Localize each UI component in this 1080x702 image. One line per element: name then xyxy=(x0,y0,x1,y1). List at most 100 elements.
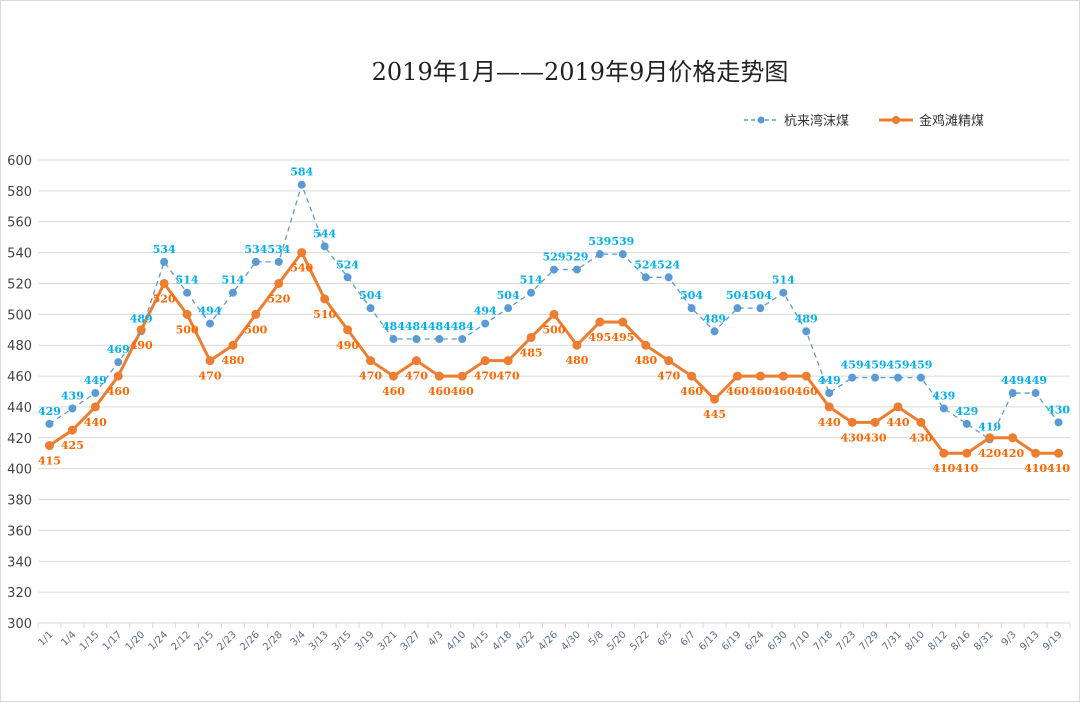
data-label: 504 xyxy=(680,289,703,302)
data-point xyxy=(458,335,467,344)
data-point xyxy=(572,265,581,274)
data-label: 460 xyxy=(382,385,405,398)
data-label: 440 xyxy=(818,416,841,429)
data-point xyxy=(160,257,169,266)
data-label: 415 xyxy=(38,455,61,468)
data-label: 485 xyxy=(520,346,543,359)
data-label: 539 xyxy=(611,235,634,248)
data-point xyxy=(801,371,811,381)
data-label: 460 xyxy=(451,385,474,398)
data-label: 460 xyxy=(749,385,772,398)
data-label: 540 xyxy=(290,262,313,275)
data-point xyxy=(916,373,925,382)
data-label: 504 xyxy=(726,289,749,302)
data-label: 514 xyxy=(520,274,543,287)
data-label: 420 xyxy=(1001,447,1024,460)
data-label: 460 xyxy=(726,385,749,398)
data-label: 410 xyxy=(932,462,955,475)
data-point xyxy=(595,250,604,259)
data-point xyxy=(916,417,926,427)
data-point xyxy=(710,394,720,404)
data-label: 510 xyxy=(313,308,336,321)
data-label: 430 xyxy=(841,431,864,444)
data-point xyxy=(44,441,54,451)
data-point xyxy=(985,433,995,443)
x-tick-label: 6/30 xyxy=(766,629,790,653)
data-label: 524 xyxy=(634,258,657,271)
data-label: 470 xyxy=(405,370,428,383)
data-label: 419 xyxy=(978,420,1001,433)
data-point xyxy=(847,417,857,427)
data-point xyxy=(411,356,421,366)
data-label: 500 xyxy=(543,323,566,336)
data-point xyxy=(893,402,903,412)
y-tick-label: 400 xyxy=(7,463,32,478)
data-point xyxy=(618,250,627,259)
data-label: 539 xyxy=(588,235,611,248)
data-label: 440 xyxy=(84,416,107,429)
y-tick-label: 560 xyxy=(7,216,32,231)
data-point xyxy=(251,309,261,319)
x-tick-label: 6/24 xyxy=(743,629,767,653)
data-label: 520 xyxy=(153,292,176,305)
data-point xyxy=(687,304,696,313)
data-label: 490 xyxy=(336,339,359,352)
x-tick-label: 3/4 xyxy=(289,629,308,648)
x-tick-label: 7/31 xyxy=(880,629,904,653)
data-point xyxy=(1054,448,1064,458)
x-tick-label: 6/7 xyxy=(679,629,698,648)
legend: 杭来湾沫煤 金鸡滩精煤 xyxy=(744,110,984,129)
x-tick-label: 4/22 xyxy=(514,629,538,653)
data-label: 425 xyxy=(61,439,84,452)
legend-item-series-1: 金鸡滩精煤 xyxy=(879,110,984,129)
data-label: 429 xyxy=(38,405,61,418)
data-point xyxy=(824,402,834,412)
data-label: 494 xyxy=(474,305,497,318)
data-label: 524 xyxy=(657,258,680,271)
data-point xyxy=(779,288,788,297)
data-point xyxy=(848,373,857,382)
data-point xyxy=(228,288,237,297)
data-point xyxy=(343,273,352,282)
data-point xyxy=(572,340,582,350)
y-tick-label: 540 xyxy=(7,247,32,262)
data-point xyxy=(412,335,421,344)
x-tick-label: 1/20 xyxy=(124,629,148,653)
x-tick-label: 8/31 xyxy=(972,629,996,653)
legend-label: 杭来湾沫煤 xyxy=(784,114,850,129)
data-label: 544 xyxy=(313,227,336,240)
data-label: 449 xyxy=(818,374,841,387)
x-tick-label: 3/15 xyxy=(330,629,354,653)
legend-item-series-0: 杭来湾沫煤 xyxy=(744,110,849,129)
x-tick-label: 3/21 xyxy=(376,629,400,653)
data-label: 504 xyxy=(749,289,772,302)
data-point xyxy=(527,288,536,297)
data-label: 439 xyxy=(61,389,84,402)
x-tick-label: 2/26 xyxy=(238,629,262,653)
data-label: 449 xyxy=(1001,374,1024,387)
data-point xyxy=(641,273,650,282)
data-point xyxy=(755,371,765,381)
data-label: 410 xyxy=(1047,462,1070,475)
chart-title: 2019年1月——2019年9月价格走势图 xyxy=(371,58,789,86)
data-point xyxy=(274,257,283,266)
data-point xyxy=(962,448,972,458)
x-tick-label: 4/26 xyxy=(536,629,560,653)
data-label: 430 xyxy=(1047,403,1070,416)
data-point xyxy=(320,242,329,251)
data-point xyxy=(733,304,742,313)
y-tick-label: 340 xyxy=(7,555,32,570)
data-label: 529 xyxy=(565,251,588,264)
x-tick-label: 1/4 xyxy=(59,629,78,648)
data-point xyxy=(388,371,398,381)
data-point xyxy=(526,332,536,342)
x-tick-label: 7/23 xyxy=(835,629,859,653)
data-point xyxy=(1031,448,1041,458)
data-point xyxy=(297,180,306,189)
legend-marker-solid-icon xyxy=(879,115,914,124)
x-tick-label: 9/19 xyxy=(1041,629,1065,653)
y-tick-label: 520 xyxy=(7,277,32,292)
x-tick-label: 5/8 xyxy=(587,629,606,648)
data-label: 410 xyxy=(1024,462,1047,475)
data-point xyxy=(732,371,742,381)
